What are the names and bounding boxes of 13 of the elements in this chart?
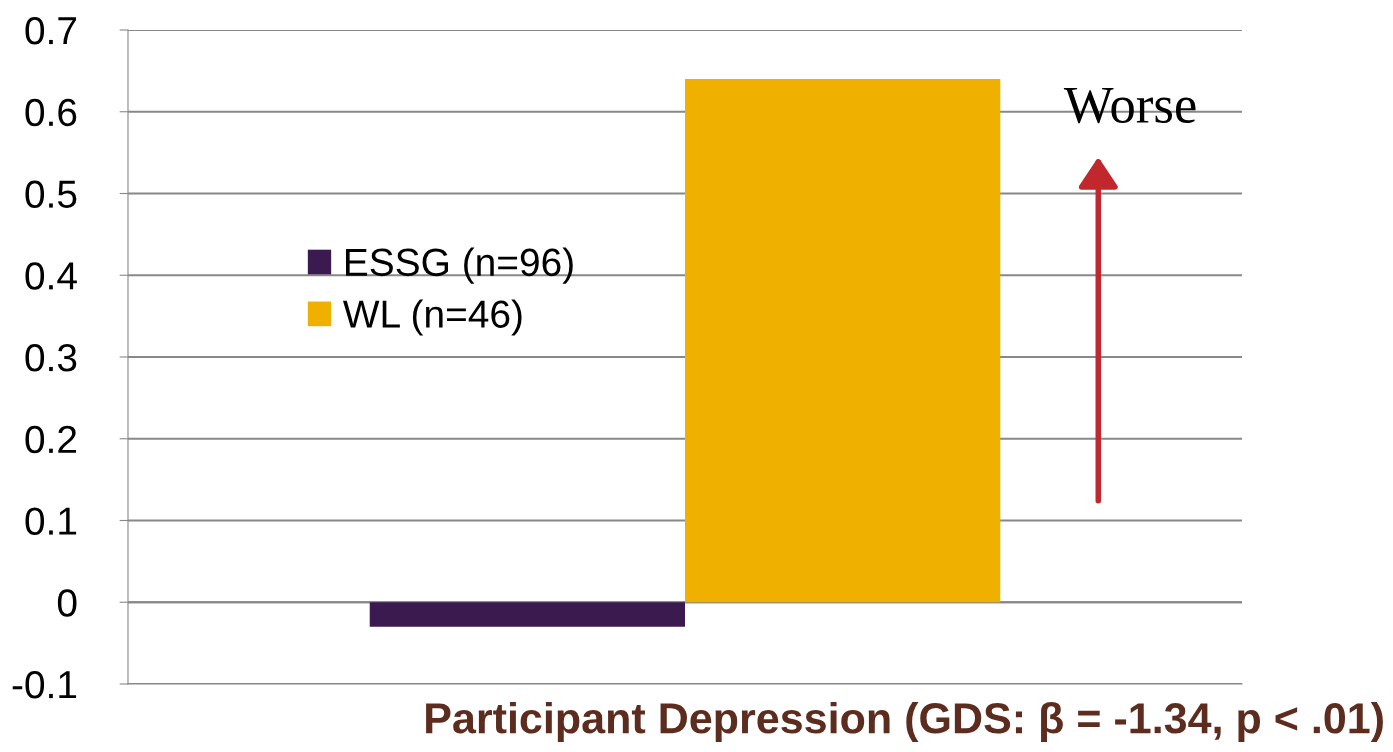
legend-label: WL (n=46) xyxy=(342,299,522,336)
legend-label: ESSG (n=96) xyxy=(346,247,573,284)
y-tick-label: -0.1 xyxy=(12,670,77,699)
annotation: Worse xyxy=(1063,87,1196,124)
y-tick-label: 0.3 xyxy=(25,343,77,372)
x-axis-title: Participant Depression (GDS: β = -1.34, p < .01) xyxy=(426,701,1383,743)
y-tick-label: 0.7 xyxy=(25,16,77,45)
y-tick-label: 0.5 xyxy=(25,180,77,208)
y-tick-label: 0.1 xyxy=(25,507,77,535)
y-tick-label: 0.6 xyxy=(25,98,77,127)
y-tick-label: 0.4 xyxy=(25,262,77,290)
y-tick-label: 0 xyxy=(57,589,77,617)
y-tick-label: 0.2 xyxy=(25,425,77,454)
